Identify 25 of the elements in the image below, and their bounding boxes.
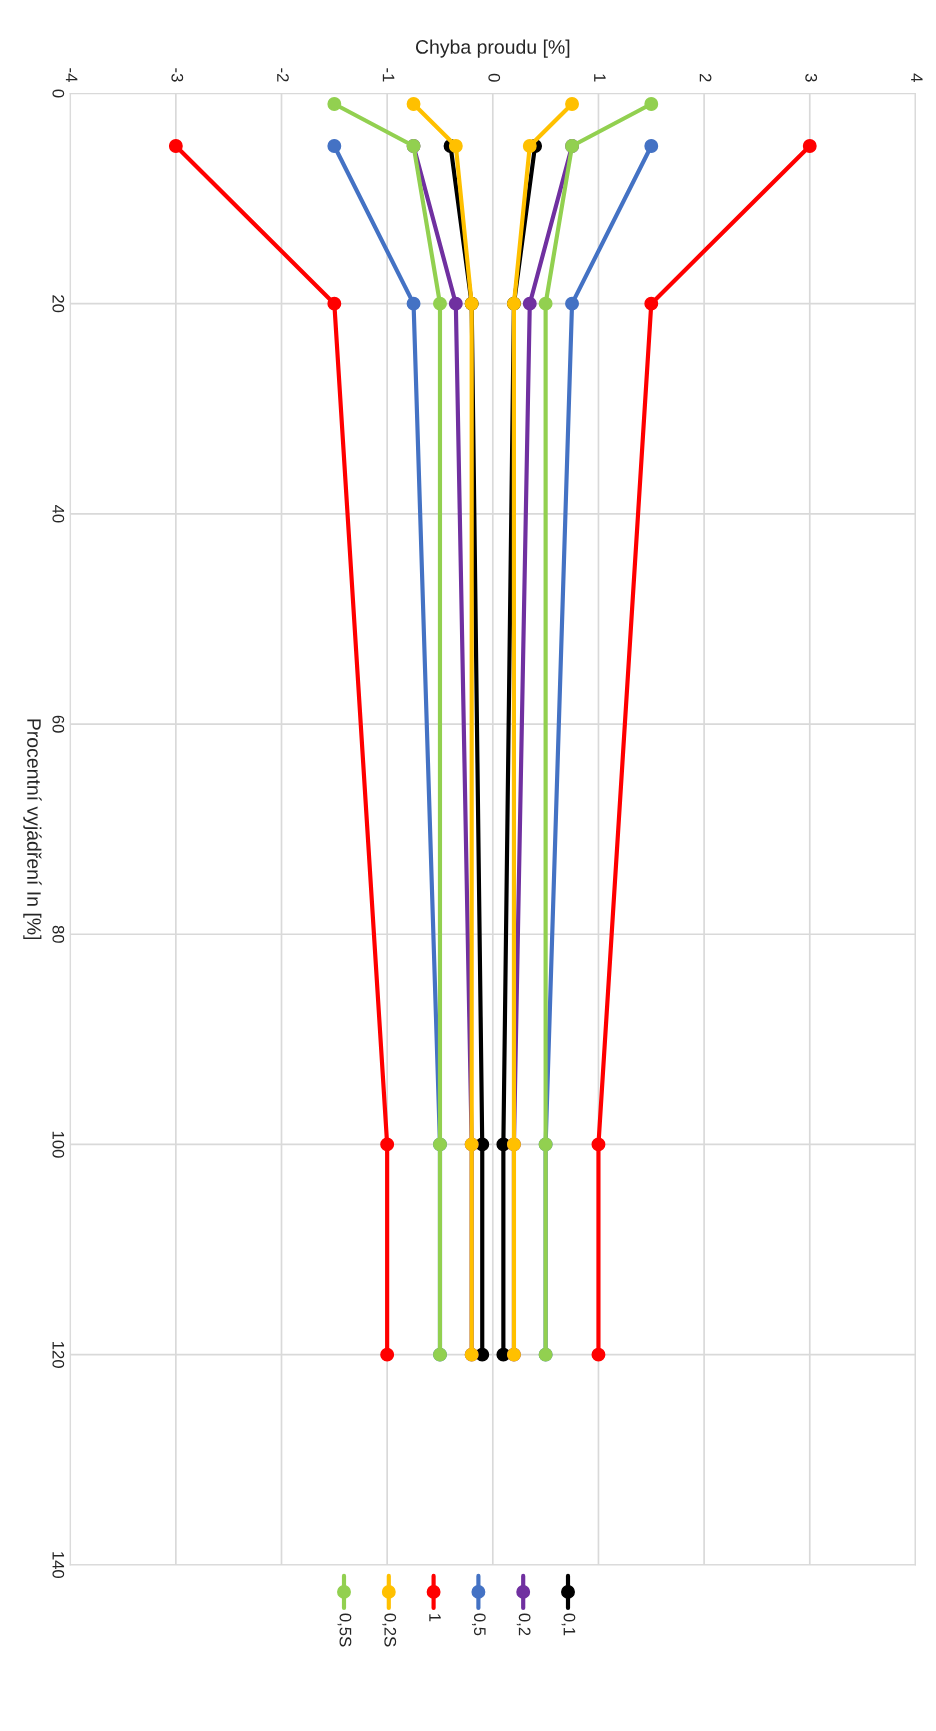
x-tick-label: -4: [65, 68, 78, 82]
x-tick-label: 0: [488, 73, 501, 82]
y-tick-label: 0: [52, 89, 65, 98]
x-tick-label: 3: [805, 73, 818, 82]
y-tick-label: 140: [52, 1552, 65, 1579]
x-tick-label: 4: [911, 73, 923, 82]
x-tick-label: -2: [277, 68, 289, 82]
legend-label: 0,2: [516, 1613, 531, 1636]
legend-label: 1: [429, 1614, 441, 1622]
legend-label: 0,5S: [337, 1613, 352, 1647]
x-tick-label: 2: [699, 73, 712, 82]
x-tick-label: 1: [594, 74, 606, 82]
y-tick-label: 80: [52, 925, 65, 943]
x-tick-label: -3: [171, 68, 184, 82]
legend-label: 0,5: [471, 1613, 486, 1636]
x-axis-title: Chyba proudu [%]: [415, 39, 570, 58]
legend-label: 0,1: [561, 1613, 576, 1636]
y-axis-title: Procentní vyjádření In [%]: [23, 719, 42, 940]
x-tick-label: -1: [382, 68, 395, 82]
y-tick-label: 60: [52, 715, 65, 733]
y-tick-label: 20: [52, 295, 65, 313]
y-tick-label: 100: [52, 1131, 65, 1158]
y-tick-label: 40: [52, 504, 65, 523]
legend-label: 0,2S: [382, 1613, 397, 1647]
y-tick-label: 120: [52, 1342, 65, 1368]
